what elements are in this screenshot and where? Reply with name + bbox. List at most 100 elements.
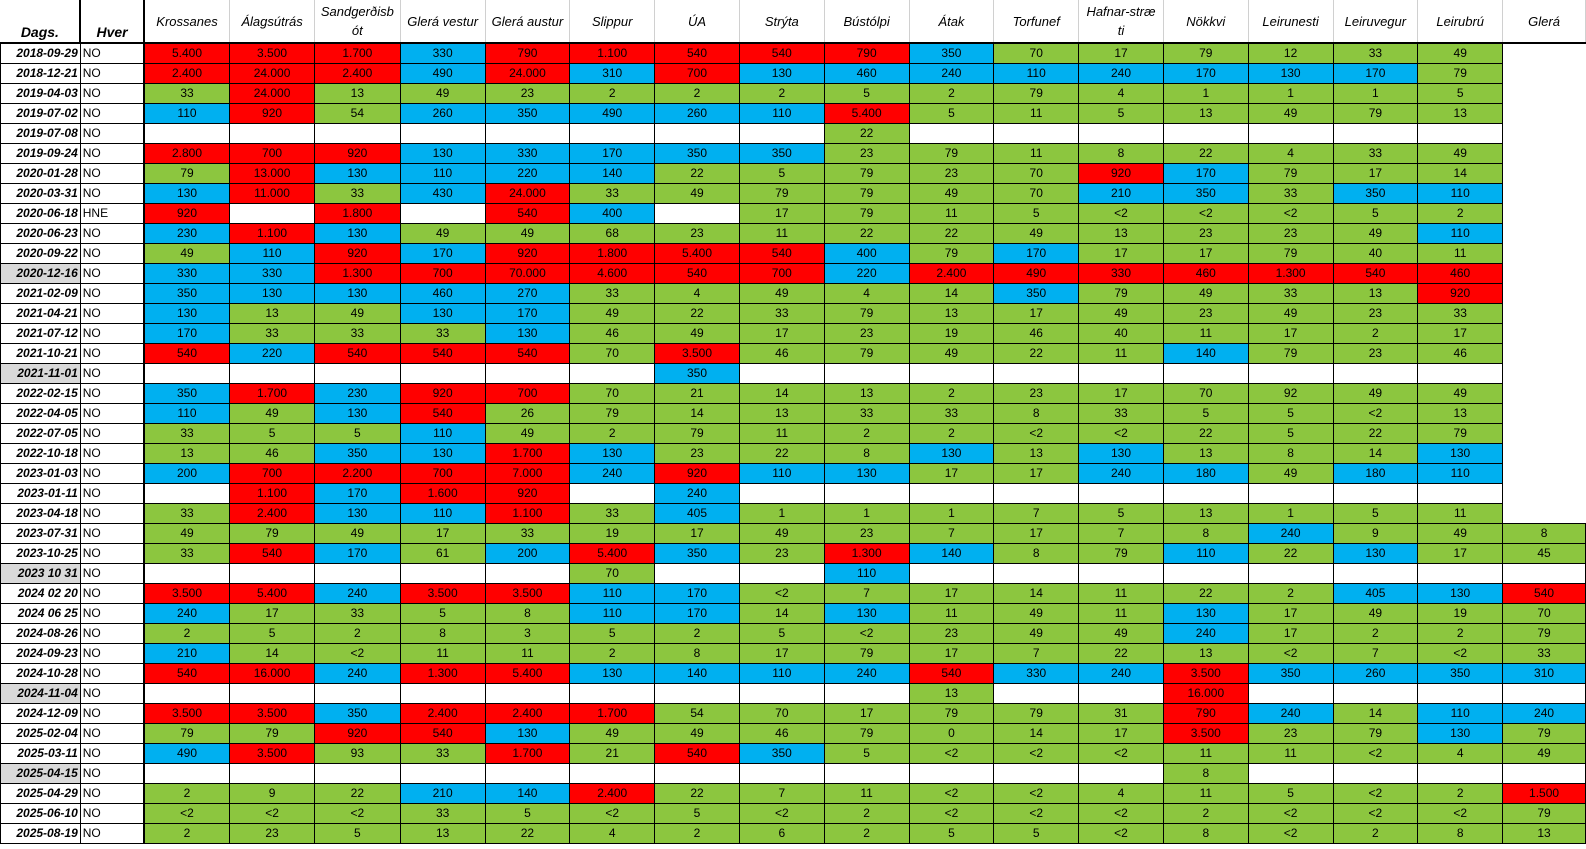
value-cell[interactable]: 110 [399,163,486,184]
value-cell[interactable] [654,763,740,784]
value-cell[interactable]: 130 [1162,603,1249,624]
value-cell[interactable]: 5 [738,623,825,644]
value-cell[interactable] [1502,83,1586,104]
value-cell[interactable]: 920 [654,463,740,484]
value-cell[interactable]: <2 [1417,643,1504,664]
value-cell[interactable]: 220 [484,163,571,184]
value-cell[interactable]: 490 [399,63,486,84]
value-cell[interactable]: 17 [1417,543,1504,564]
date-cell[interactable]: 2025-06-10 [0,803,81,824]
value-cell[interactable]: 22 [1332,423,1419,444]
value-cell[interactable]: 3.500 [143,703,231,724]
value-cell[interactable]: 79 [229,523,315,544]
value-cell[interactable]: 1.700 [313,42,401,64]
value-cell[interactable]: 49 [313,303,401,324]
value-cell[interactable]: <2 [908,783,995,804]
value-cell[interactable]: 540 [143,663,231,684]
value-cell[interactable]: 1.300 [1247,263,1334,284]
value-cell[interactable]: 13 [1078,223,1164,244]
value-cell[interactable]: 400 [823,243,910,264]
value-cell[interactable]: 23 [1162,223,1249,244]
value-cell[interactable]: 5 [229,623,315,644]
value-cell[interactable] [1502,263,1586,284]
value-cell[interactable]: 4 [1078,783,1164,804]
value-cell[interactable]: 130 [823,603,910,624]
value-cell[interactable]: 1.700 [484,743,571,764]
value-cell[interactable]: 11 [1247,743,1334,764]
value-cell[interactable] [993,763,1080,784]
value-cell[interactable]: 540 [143,343,231,364]
value-cell[interactable]: 540 [484,343,571,364]
value-cell[interactable]: 140 [654,663,740,684]
hver-cell[interactable]: NO [79,323,145,344]
value-cell[interactable] [313,363,401,384]
value-cell[interactable]: 14 [993,583,1080,604]
value-cell[interactable]: 330 [993,663,1080,684]
value-cell[interactable]: 61 [399,543,486,564]
value-cell[interactable]: 70 [569,343,656,364]
value-cell[interactable]: 13 [1162,643,1249,664]
value-cell[interactable] [569,123,656,144]
value-cell[interactable] [654,203,740,224]
value-cell[interactable]: 17 [1332,163,1419,184]
value-cell[interactable]: 2.400 [569,783,656,804]
hver-cell[interactable]: NO [79,643,145,664]
value-cell[interactable]: 240 [1162,623,1249,644]
value-cell[interactable]: 4 [654,283,740,304]
value-cell[interactable]: 540 [484,203,571,224]
value-cell[interactable]: 3.500 [229,703,315,724]
value-cell[interactable]: 79 [1502,803,1586,824]
column-header-hver[interactable]: Hver [80,0,145,44]
value-cell[interactable]: 5 [738,163,825,184]
value-cell[interactable]: 405 [1332,583,1419,604]
value-cell[interactable]: 49 [1078,623,1164,644]
value-cell[interactable]: 130 [313,283,401,304]
value-cell[interactable]: 5.400 [654,243,740,264]
date-cell[interactable]: 2022-10-18 [0,443,81,464]
value-cell[interactable]: 1 [823,503,910,524]
value-cell[interactable]: 33 [143,503,231,524]
value-cell[interactable]: 110 [143,103,231,124]
column-header-11[interactable]: Hafnar-stræ ti [1078,0,1164,44]
date-cell[interactable]: 2024 02 20 [0,583,81,604]
value-cell[interactable] [993,363,1080,384]
value-cell[interactable] [1417,763,1504,784]
value-cell[interactable]: 13 [1502,823,1586,844]
value-cell[interactable] [143,763,231,784]
value-cell[interactable]: 4.600 [569,263,656,284]
value-cell[interactable] [1247,763,1334,784]
value-cell[interactable]: 79 [1502,723,1586,744]
value-cell[interactable]: <2 [993,423,1080,444]
value-cell[interactable]: 5 [993,823,1080,844]
hver-cell[interactable]: NO [79,423,145,444]
value-cell[interactable]: 13 [1332,283,1419,304]
value-cell[interactable]: 5 [993,203,1080,224]
value-cell[interactable]: 8 [654,643,740,664]
value-cell[interactable]: 14 [1332,443,1419,464]
hver-cell[interactable]: NO [79,583,145,604]
value-cell[interactable]: 180 [1162,463,1249,484]
value-cell[interactable]: 19 [908,323,995,344]
value-cell[interactable] [738,363,825,384]
value-cell[interactable]: 1.700 [484,443,571,464]
value-cell[interactable]: 70 [738,703,825,724]
value-cell[interactable]: 17 [993,523,1080,544]
value-cell[interactable]: 5 [654,803,740,824]
hver-cell[interactable]: NO [79,803,145,824]
value-cell[interactable]: 8 [823,443,910,464]
value-cell[interactable]: 2 [1417,623,1504,644]
value-cell[interactable]: 79 [654,423,740,444]
value-cell[interactable]: 49 [993,603,1080,624]
value-cell[interactable]: <2 [1078,803,1164,824]
value-cell[interactable] [1502,563,1586,584]
value-cell[interactable]: 33 [143,83,231,104]
value-cell[interactable]: 49 [1247,103,1334,124]
value-cell[interactable]: 13 [993,443,1080,464]
value-cell[interactable]: 170 [313,483,401,504]
value-cell[interactable]: 1 [908,503,995,524]
value-cell[interactable]: 70 [993,183,1080,204]
value-cell[interactable]: 23 [993,383,1080,404]
value-cell[interactable]: 22 [908,223,995,244]
value-cell[interactable]: 49 [1078,303,1164,324]
value-cell[interactable]: 540 [229,543,315,564]
